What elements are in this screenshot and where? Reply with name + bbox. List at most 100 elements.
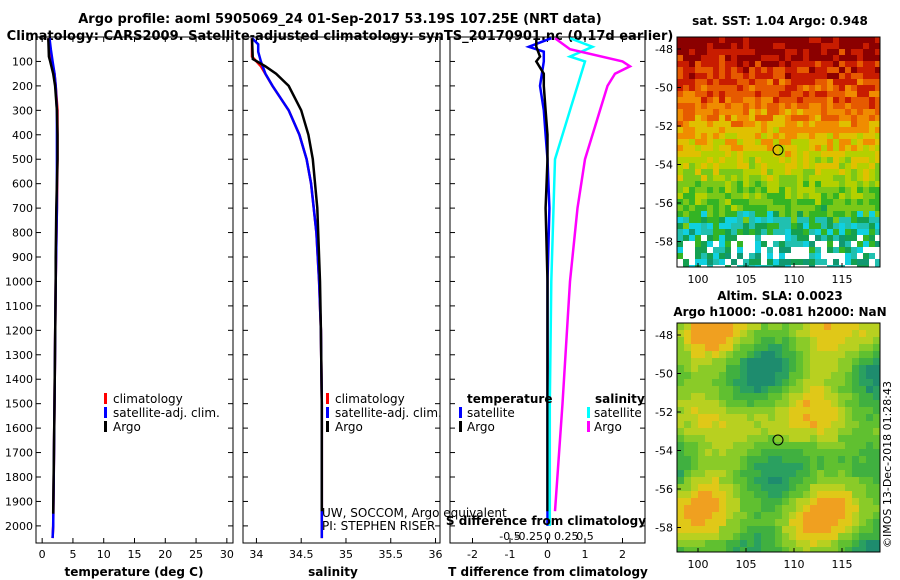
sla-cell <box>852 365 859 372</box>
sla-cell <box>775 344 782 351</box>
sla-cell <box>831 547 838 552</box>
sst-cell <box>797 73 803 79</box>
sla-x-tick-label: 115 <box>832 558 853 571</box>
sst-cell <box>701 109 707 115</box>
sst-cell <box>869 37 875 43</box>
sst-cell <box>797 193 803 199</box>
sst-cell <box>797 217 803 223</box>
sst-cell <box>875 109 880 115</box>
salinity-xlabel: salinity <box>308 565 358 579</box>
sst-cell <box>719 211 725 217</box>
sst-map-ticks: 100 105 110 115-48-50-52-54-56-58 <box>655 43 852 286</box>
sst-cell <box>755 133 761 139</box>
sla-cell <box>754 386 761 393</box>
sst-cell <box>839 193 845 199</box>
sla-cell <box>768 421 775 428</box>
sla-cell <box>719 484 726 491</box>
sst-cell <box>707 223 713 229</box>
sla-cell <box>873 491 880 498</box>
sla-cell <box>803 414 810 421</box>
sst-cell <box>737 49 743 55</box>
sst-cell <box>857 121 863 127</box>
sst-cell <box>869 43 875 49</box>
sst-cell <box>785 67 791 73</box>
sla-cell <box>754 414 761 421</box>
x-tick-label-temperature: 25 <box>189 548 203 561</box>
sla-cell <box>747 526 754 533</box>
sst-cell <box>677 79 683 85</box>
sst-cell <box>797 235 803 241</box>
sst-cell <box>857 169 863 175</box>
sst-cell <box>779 211 785 217</box>
sst-cell <box>761 43 767 49</box>
sst-cell <box>863 247 869 253</box>
sst-cell <box>767 151 773 157</box>
sla-cell <box>712 442 719 449</box>
sla-cell <box>712 470 719 477</box>
sla-cell <box>831 505 838 512</box>
sst-cell <box>809 61 815 67</box>
sst-cell <box>839 157 845 163</box>
sla-cell <box>719 491 726 498</box>
sla-cell <box>789 372 796 379</box>
sla-cell <box>824 337 831 344</box>
sla-cell <box>845 379 852 386</box>
sla-cell <box>684 470 691 477</box>
sst-cell <box>827 61 833 67</box>
sla-cell <box>768 351 775 358</box>
sla-x-tick-label: 100 <box>688 558 709 571</box>
sla-cell <box>733 379 740 386</box>
sst-cell <box>839 175 845 181</box>
sst-cell <box>791 139 797 145</box>
sst-cell <box>845 217 851 223</box>
sla-cell <box>705 407 712 414</box>
sst-cell <box>797 139 803 145</box>
sst-cell <box>797 91 803 97</box>
sst-cell <box>731 163 737 169</box>
sst-cell <box>803 67 809 73</box>
sst-cell <box>749 151 755 157</box>
sst-cell <box>779 235 785 241</box>
sla-cell <box>817 519 824 526</box>
sla-cell <box>859 330 866 337</box>
sst-cell <box>773 121 779 127</box>
sst-cell <box>863 109 869 115</box>
sst-cell <box>839 169 845 175</box>
sst-cell <box>833 151 839 157</box>
sla-cell <box>684 337 691 344</box>
sla-cell <box>691 351 698 358</box>
sst-cell <box>827 85 833 91</box>
sst-cell <box>689 175 695 181</box>
sla-cell <box>852 456 859 463</box>
sst-cell <box>743 61 749 67</box>
sla-cell <box>873 470 880 477</box>
sst-cell <box>725 199 731 205</box>
sst-cell <box>875 241 880 247</box>
sla-cell <box>684 344 691 351</box>
sst-cell <box>809 73 815 79</box>
sst-cell <box>761 103 767 109</box>
sla-cell <box>691 456 698 463</box>
sst-cell <box>731 103 737 109</box>
sst-cell <box>827 169 833 175</box>
sst-cell <box>695 79 701 85</box>
sst-cell <box>761 61 767 67</box>
sst-cell <box>755 73 761 79</box>
legend-label-climatology: climatology <box>113 392 183 406</box>
sst-cell <box>731 139 737 145</box>
sst-cell <box>857 85 863 91</box>
sst-cell <box>707 151 713 157</box>
sst-cell <box>725 109 731 115</box>
sal-legend-swatch-satellite <box>326 407 329 418</box>
series-line-difference-2 <box>548 37 596 526</box>
sst-cell <box>713 169 719 175</box>
sst-cell <box>821 115 827 121</box>
depth-tick-label: 1500 <box>5 398 33 411</box>
sst-cell <box>755 253 761 259</box>
sst-cell <box>767 247 773 253</box>
sla-cell <box>810 442 817 449</box>
sla-cell <box>859 442 866 449</box>
sla-cell <box>705 498 712 505</box>
sla-cell <box>845 533 852 540</box>
sla-cell <box>859 351 866 358</box>
